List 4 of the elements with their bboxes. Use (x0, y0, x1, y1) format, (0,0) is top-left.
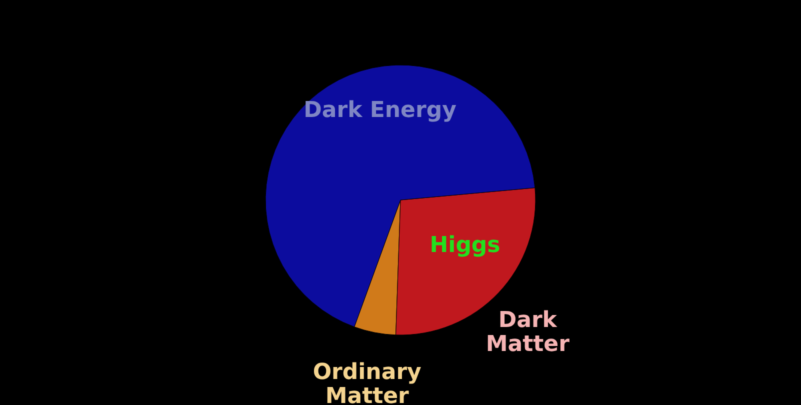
slice-label: Ordinary Matter (312, 360, 422, 405)
text: Higgs (430, 233, 500, 258)
slice-label: Dark Matter (486, 308, 570, 358)
slice-label: Dark Energy (304, 98, 456, 123)
